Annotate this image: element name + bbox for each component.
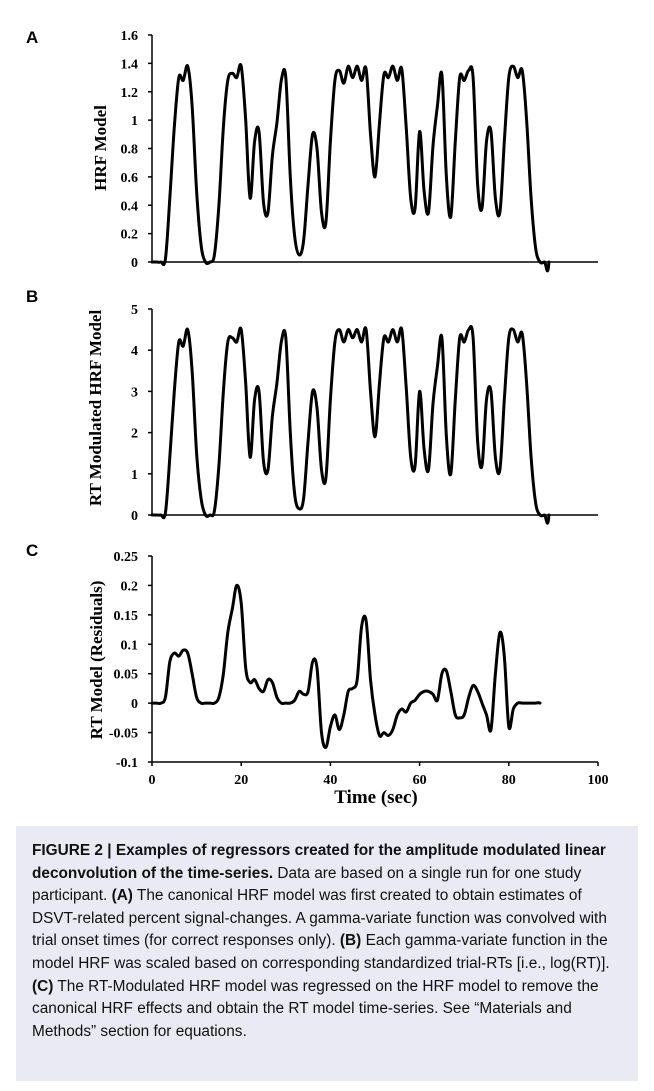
caption-text-4: The RT-Modulated HRF model was regressed… <box>32 977 599 1040</box>
panel-a-ylabel: HRF Model <box>91 105 110 191</box>
y-tick-label: 0.15 <box>114 609 139 624</box>
y-tick-label: 0.1 <box>121 638 139 653</box>
y-tick-label: 0.4 <box>121 199 139 214</box>
panel-c-ylabel: RT Model (Residuals) <box>87 581 106 740</box>
x-tick-label: 20 <box>234 773 248 788</box>
panel-b: B RT Modulated HRF Model 0 1 2 3 4 5 <box>26 287 598 525</box>
y-tick-label: 0.6 <box>121 171 139 186</box>
panel-b-plot: 0 1 2 3 4 5 <box>131 303 598 525</box>
panel-letter-c: C <box>26 541 38 560</box>
series-line <box>150 325 551 525</box>
x-tick-label: 80 <box>502 773 516 788</box>
y-tick-label: 0 <box>131 509 138 524</box>
panel-c-plot: -0.1 -0.05 0 0.05 0.1 0.15 0.2 0.25 0 20 40 60 80 100 <box>109 550 609 788</box>
y-tick-label: 0 <box>131 697 138 712</box>
caption-label: FIGURE 2 | Examples of regressors create… <box>32 842 606 882</box>
caption-text-2: The canonical HRF model was first create… <box>32 887 607 950</box>
y-tick-label: 1 <box>131 114 138 129</box>
series-line <box>150 583 542 749</box>
caption-text-1: Data are based on a single run for one s… <box>32 864 582 905</box>
y-tick-label: -0.1 <box>116 756 138 771</box>
y-tick-label: 1.2 <box>121 86 139 101</box>
x-tick-label: 0 <box>149 773 156 788</box>
y-tick-label: 4 <box>131 344 138 359</box>
y-tick-label: 0.2 <box>121 579 139 594</box>
panel-letter-b: B <box>26 287 38 306</box>
x-tick-label: 60 <box>413 773 427 788</box>
y-tick-label: 0 <box>131 256 138 271</box>
caption-ref-c: (C) <box>32 977 54 995</box>
x-tick-label: 100 <box>588 773 609 788</box>
panel-a-plot: 0 0.2 0.4 0.6 0.8 1 1.2 1.4 1.6 <box>121 29 598 273</box>
figure-caption: FIGURE 2 | Examples of regressors create… <box>16 826 638 1081</box>
y-tick-label: 2 <box>131 427 138 442</box>
y-tick-label: 0.2 <box>121 228 139 243</box>
y-tick-label: 0.25 <box>114 550 139 565</box>
y-tick-label: 1.4 <box>121 57 139 72</box>
y-tick-label: 0.05 <box>114 668 139 683</box>
y-tick-label: 1.6 <box>121 29 139 44</box>
y-tick-label: 3 <box>131 385 138 400</box>
y-tick-label: -0.05 <box>109 727 138 742</box>
panel-c-xlabel: Time (sec) <box>334 787 418 808</box>
y-tick-label: 5 <box>131 303 138 318</box>
caption-text-3: Each gamma-variate function in the model… <box>32 932 610 972</box>
panel-letter-a: A <box>26 28 38 47</box>
panel-c: C RT Model (Residuals) -0.1 -0.05 0 0.05 0.1… <box>26 541 609 808</box>
y-tick-label: 1 <box>131 468 138 483</box>
y-tick-label: 0.8 <box>121 143 139 158</box>
figure-panels: A HRF Model 0 0.2 0.4 0.6 0.8 1 1.2 1.4 1.6 B RT… <box>26 28 609 808</box>
caption-ref-a: (A) <box>111 887 133 905</box>
panel-a: A HRF Model 0 0.2 0.4 0.6 0.8 1 1.2 1.4 1.6 <box>26 28 598 273</box>
series-line <box>150 63 551 273</box>
panel-b-ylabel: RT Modulated HRF Model <box>86 310 105 507</box>
x-tick-label: 40 <box>323 773 337 788</box>
caption-ref-b: (B) <box>339 932 362 950</box>
